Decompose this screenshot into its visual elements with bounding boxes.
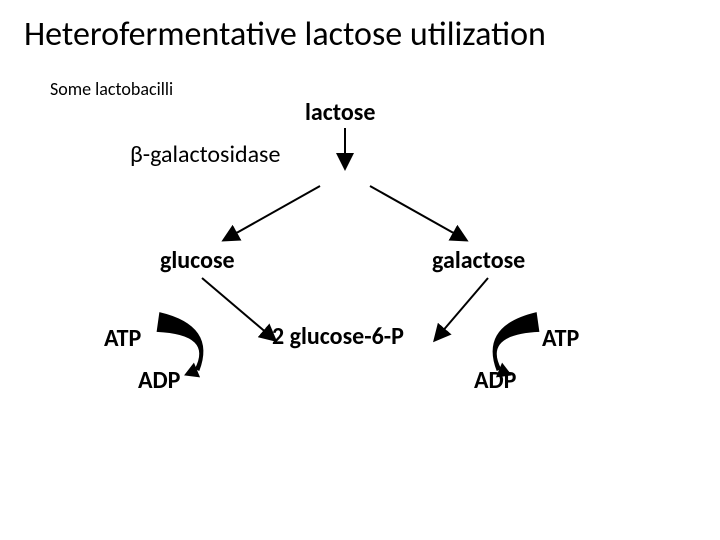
label-atp-right: ATP bbox=[542, 324, 579, 353]
label-enzyme: β-galactosidase bbox=[130, 140, 280, 169]
page-title: Heterofermentative lactose utilization bbox=[24, 14, 546, 55]
label-glucose: glucose bbox=[160, 246, 235, 275]
label-lactose: lactose bbox=[305, 98, 375, 127]
diagram-stage: Heterofermentative lactose utilization S… bbox=[0, 0, 720, 540]
label-galactose: galactose bbox=[432, 246, 525, 275]
label-atp-left: ATP bbox=[104, 324, 141, 353]
label-product: 2 glucose-6-P bbox=[272, 322, 404, 351]
subtitle: Some lactobacilli bbox=[50, 78, 173, 100]
label-adp-left: ADP bbox=[138, 366, 180, 395]
label-adp-right: ADP bbox=[474, 366, 516, 395]
